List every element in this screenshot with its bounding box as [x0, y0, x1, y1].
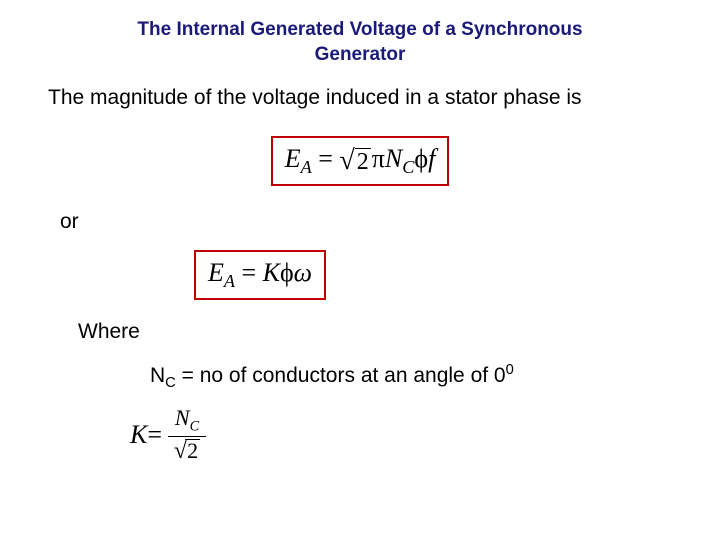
k-denominator: √2: [168, 436, 206, 463]
k-definition: K = NC √2: [130, 407, 206, 463]
title-line-1: The Internal Generated Voltage of a Sync…: [137, 19, 582, 40]
or-text: or: [0, 186, 720, 234]
eq1-N: N: [385, 144, 402, 173]
k-var: K: [130, 420, 147, 450]
equation-1-container: EA = √2πNCϕf: [0, 112, 720, 186]
nc-sub: C: [165, 375, 176, 391]
eq2-K: K: [263, 258, 280, 287]
k-num-sub: C: [190, 419, 200, 435]
eq1-lhs-var: E: [285, 144, 301, 173]
equation-2: EA = Kϕω: [208, 258, 312, 287]
nc-N: N: [150, 364, 165, 387]
eq2-equals: =: [235, 258, 263, 287]
eq1-lhs-sub: A: [301, 157, 312, 177]
equation-1-box: EA = √2πNCϕf: [271, 136, 450, 186]
eq2-lhs-sub: A: [224, 271, 235, 291]
eq1-N-sub: C: [402, 157, 414, 177]
intro-text: The magnitude of the voltage induced in …: [0, 67, 720, 111]
eq1-sqrt: √2: [339, 148, 370, 176]
eq2-lhs-var: E: [208, 258, 224, 287]
eq1-sqrt-arg: 2: [355, 148, 371, 176]
eq2-phi: ϕ: [280, 258, 294, 287]
nc-definition: NC = no of conductors at an angle of 00: [0, 344, 720, 391]
eq1-pi: π: [372, 144, 385, 173]
eq2-omega: ω: [294, 258, 312, 287]
k-fraction: NC √2: [168, 407, 206, 463]
eq1-phi: ϕ: [414, 144, 428, 173]
k-equals: =: [147, 420, 162, 450]
equation-2-container: EA = Kϕω: [0, 234, 720, 300]
eq1-equals: =: [312, 144, 340, 173]
nc-rest: = no of conductors at an angle of 0: [176, 364, 506, 387]
k-numerator: NC: [175, 407, 199, 436]
k-definition-container: K = NC √2: [0, 391, 720, 463]
page-title: The Internal Generated Voltage of a Sync…: [0, 0, 720, 67]
where-text: Where: [0, 300, 720, 344]
nc-sup: 0: [506, 362, 514, 378]
k-den-sqrt: √2: [174, 439, 200, 463]
k-num-N: N: [175, 405, 190, 430]
eq1-f: f: [428, 144, 435, 173]
equation-2-box: EA = Kϕω: [194, 250, 326, 300]
title-line-2: Generator: [315, 44, 406, 65]
equation-1: EA = √2πNCϕf: [285, 144, 436, 173]
sqrt-symbol-icon: √: [339, 148, 354, 173]
k-den-sqrt-arg: 2: [185, 439, 200, 462]
